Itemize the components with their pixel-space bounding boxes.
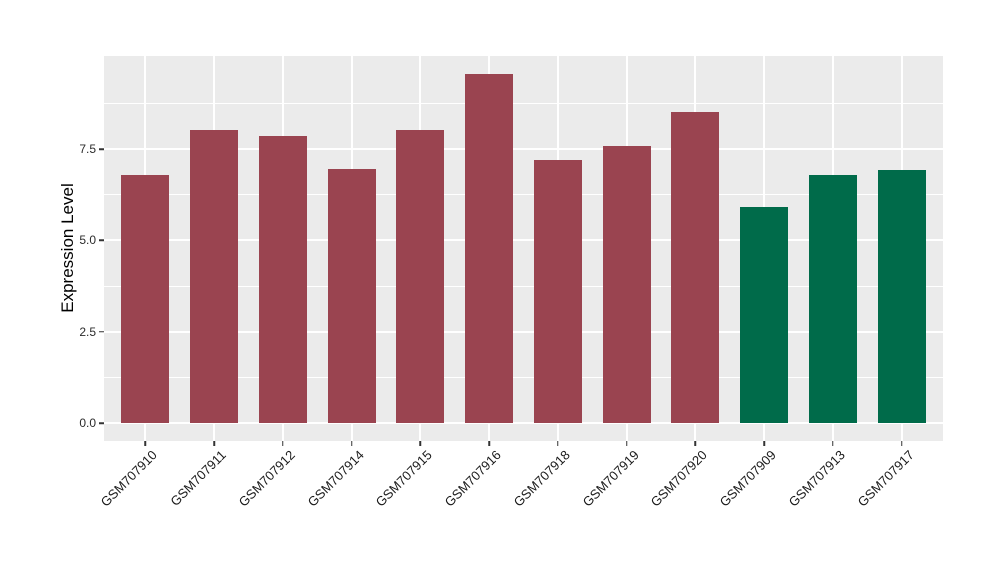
y-minor-gridline bbox=[104, 285, 943, 287]
x-tick-mark bbox=[625, 441, 628, 446]
bar-GSM707912 bbox=[258, 135, 307, 423]
bar-GSM707919 bbox=[602, 146, 651, 423]
bar-GSM707909 bbox=[740, 207, 789, 423]
bar-GSM707918 bbox=[533, 159, 582, 423]
bar-GSM707917 bbox=[877, 169, 926, 423]
x-tick-mark bbox=[144, 441, 146, 446]
x-tick-label-GSM707920: GSM707920 bbox=[648, 447, 711, 510]
x-tick-mark bbox=[419, 441, 422, 446]
x-tick-mark bbox=[213, 441, 215, 446]
x-tick-label-GSM707912: GSM707912 bbox=[235, 447, 298, 510]
y-tick-mark bbox=[99, 239, 104, 242]
y-major-gridline bbox=[104, 239, 943, 242]
x-tick-mark bbox=[900, 441, 903, 446]
y-axis-title: Expression Level bbox=[58, 183, 77, 313]
y-tick-mark bbox=[99, 330, 104, 333]
x-tick-label-GSM707918: GSM707918 bbox=[510, 447, 573, 510]
bar-GSM707914 bbox=[327, 168, 376, 423]
y-tick-label: 5.0 bbox=[79, 233, 96, 248]
y-minor-gridline bbox=[104, 194, 943, 196]
x-tick-mark bbox=[488, 441, 490, 446]
x-tick-label-GSM707917: GSM707917 bbox=[854, 447, 917, 510]
x-tick-label-GSM707909: GSM707909 bbox=[716, 447, 780, 510]
y-tick-label: 2.5 bbox=[79, 324, 96, 339]
x-tick-label-GSM707913: GSM707913 bbox=[785, 447, 848, 510]
bar-GSM707915 bbox=[396, 129, 445, 423]
x-tick-label-GSM707915: GSM707915 bbox=[373, 447, 436, 510]
y-major-gridline bbox=[104, 330, 943, 333]
x-tick-label-GSM707914: GSM707914 bbox=[304, 447, 367, 510]
y-tick-label: 7.5 bbox=[79, 142, 96, 157]
bar-GSM707913 bbox=[808, 174, 857, 423]
x-tick-mark bbox=[694, 441, 697, 446]
x-tick-mark bbox=[557, 441, 559, 446]
x-tick-label-GSM707911: GSM707911 bbox=[167, 447, 229, 509]
y-tick-label: 0.0 bbox=[79, 416, 96, 430]
x-tick-mark bbox=[763, 441, 765, 446]
y-major-gridline bbox=[104, 422, 943, 424]
x-tick-label-GSM707919: GSM707919 bbox=[579, 447, 642, 510]
y-tick-mark bbox=[99, 148, 104, 150]
plot-panel bbox=[104, 56, 943, 441]
x-tick-mark bbox=[832, 441, 834, 446]
y-tick-mark bbox=[99, 422, 104, 424]
x-tick-mark bbox=[350, 441, 353, 446]
x-tick-label-GSM707910: GSM707910 bbox=[97, 447, 161, 510]
bar-GSM707920 bbox=[671, 112, 720, 423]
x-tick-label-GSM707916: GSM707916 bbox=[441, 447, 505, 510]
x-tick-mark bbox=[282, 441, 284, 446]
y-minor-gridline bbox=[104, 376, 943, 378]
y-major-gridline bbox=[104, 148, 943, 151]
y-minor-gridline bbox=[104, 102, 943, 104]
bar-GSM707911 bbox=[190, 129, 239, 423]
bar-GSM707910 bbox=[121, 174, 170, 423]
bar-GSM707916 bbox=[465, 73, 514, 423]
